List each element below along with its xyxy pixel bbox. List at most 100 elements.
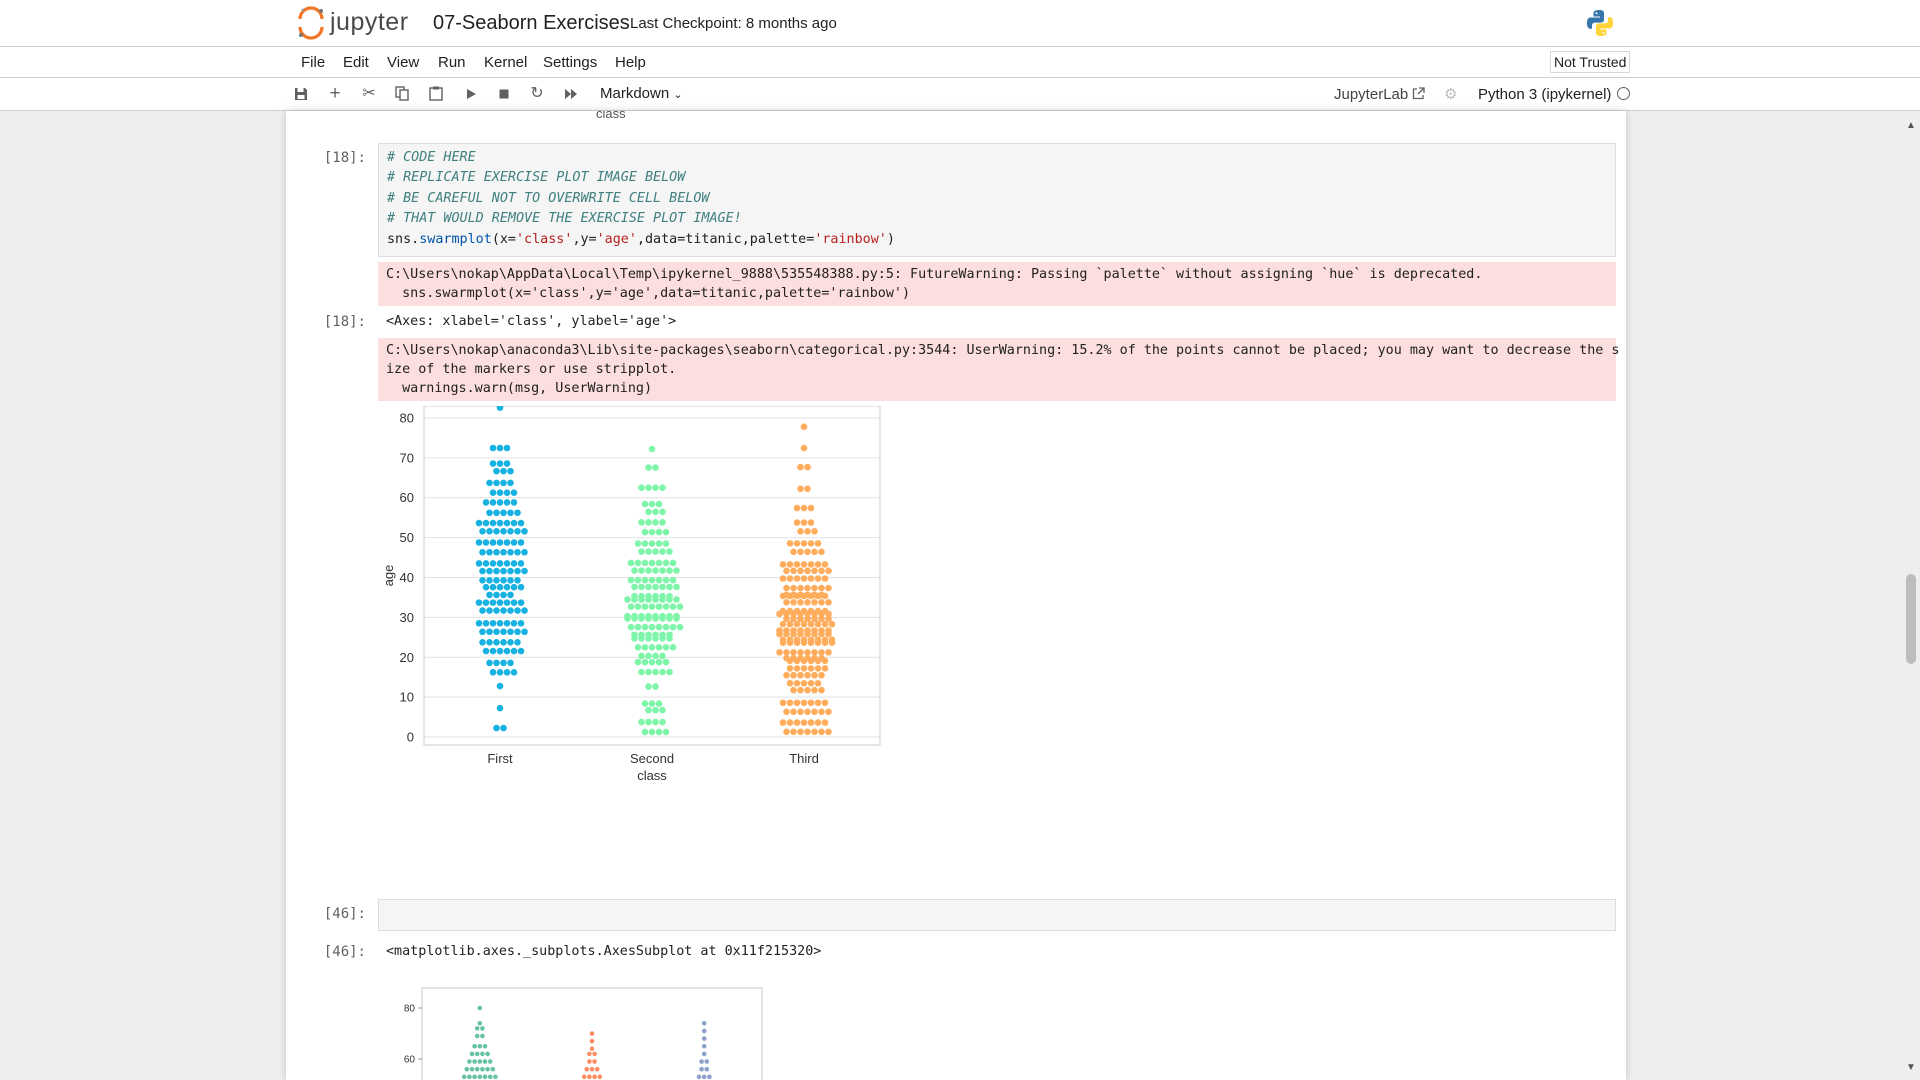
swarm-point — [701, 1043, 707, 1049]
swarm-point — [503, 460, 511, 467]
swarm-point — [779, 719, 787, 726]
swarm-point — [786, 719, 794, 726]
fast-forward-icon[interactable] — [561, 84, 581, 104]
previous-plot-xlabel: class — [596, 111, 626, 121]
swarm-point — [477, 1074, 483, 1080]
scrollbar-thumb[interactable] — [1906, 574, 1916, 664]
swarm-point — [797, 548, 804, 556]
swarm-point — [804, 463, 811, 471]
swarm-point — [589, 1046, 595, 1052]
swarm-point — [652, 567, 659, 574]
menu-kernel[interactable]: Kernel — [484, 54, 528, 71]
menu-help[interactable]: Help — [615, 54, 646, 71]
swarm-point — [673, 583, 680, 591]
swarm-point — [666, 668, 673, 676]
swarm-point — [496, 519, 504, 527]
swarm-point — [814, 561, 822, 568]
swarm-point — [797, 615, 804, 623]
paste-icon[interactable] — [426, 84, 446, 104]
menu-run[interactable]: Run — [438, 54, 466, 71]
swarm-point — [793, 504, 801, 512]
code-cell-18[interactable]: # CODE HERE # REPLICATE EXERCISE PLOT IM… — [378, 143, 1616, 257]
swarm-point — [783, 649, 790, 656]
swarm-point — [811, 627, 818, 634]
swarm-point — [645, 567, 652, 574]
swarm-point — [477, 1005, 483, 1011]
swarm-point — [514, 607, 521, 614]
warning-line: sns.swarmplot(x='class',y='age',data=tit… — [386, 286, 911, 301]
stop-icon[interactable] — [494, 84, 514, 104]
scroll-up-arrow-icon[interactable]: ▲ — [1906, 120, 1916, 131]
swarm-point — [779, 620, 787, 628]
swarm-point — [797, 567, 804, 575]
swarm-point — [804, 615, 811, 623]
swarm-point — [786, 657, 794, 665]
swarm-point — [652, 548, 659, 555]
cut-icon[interactable]: ✂ — [362, 85, 376, 102]
swarm-point — [818, 548, 825, 556]
save-icon[interactable] — [291, 84, 311, 104]
swarm-point — [659, 583, 666, 591]
swarm-point — [786, 636, 794, 644]
add-icon[interactable]: + — [329, 83, 341, 104]
swarm-point — [475, 619, 483, 627]
swarm-point — [786, 540, 794, 547]
swarm-point — [469, 1051, 475, 1057]
swarm-point — [818, 649, 825, 656]
swarm-point — [818, 567, 825, 575]
swarm-point — [517, 583, 525, 591]
menu-settings[interactable]: Settings — [543, 54, 598, 71]
swarm-point — [648, 658, 656, 666]
restart-icon[interactable]: ↻ — [530, 85, 544, 102]
swarm-point — [783, 584, 790, 592]
swarm-point — [673, 612, 680, 620]
swarm-point — [641, 528, 649, 536]
menu-edit[interactable]: Edit — [343, 54, 369, 71]
swarm-point — [659, 718, 666, 726]
menu-file[interactable]: File — [301, 54, 326, 71]
swarm-point — [652, 706, 659, 714]
swarm-point — [652, 683, 659, 690]
swarm-point — [648, 728, 656, 736]
swarm-point — [493, 607, 500, 614]
swarm-point — [807, 607, 815, 615]
swarm-point — [486, 509, 493, 517]
swarm-point — [818, 686, 825, 694]
swarm-point — [652, 519, 659, 526]
swarm-point — [479, 628, 486, 636]
cell-type-select[interactable]: Markdown ⌄ — [600, 85, 683, 102]
swarm-point — [493, 479, 500, 487]
code-cell-46[interactable] — [378, 899, 1616, 931]
trust-status-button[interactable]: Not Trusted — [1550, 51, 1631, 73]
swarm-point — [814, 575, 822, 582]
swarm-point — [793, 636, 801, 644]
swarm-point — [807, 665, 815, 672]
swarm-point — [797, 584, 804, 592]
warning-line: C:\Users\nokap\AppData\Local\Temp\ipyker… — [386, 267, 1483, 282]
swarm-point — [503, 647, 511, 655]
swarm-point — [514, 638, 521, 646]
run-icon[interactable] — [461, 84, 481, 104]
swarm-point — [811, 584, 818, 592]
swarm-point — [493, 1074, 498, 1080]
swarm-point — [467, 1059, 472, 1064]
swarm-point — [793, 561, 801, 568]
swarm-point — [638, 484, 645, 491]
swarm-point — [489, 583, 497, 591]
gear-icon[interactable]: ⚙ — [1444, 86, 1458, 103]
kernel-name[interactable]: Python 3 (ipykernel) — [1478, 86, 1612, 103]
jupyter-logo[interactable]: jupyter — [296, 6, 408, 40]
jupyter-logo-icon — [298, 6, 324, 40]
scroll-down-arrow-icon[interactable]: ▼ — [1906, 1062, 1916, 1073]
copy-icon[interactable] — [392, 84, 412, 104]
notebook-name[interactable]: 07-Seaborn Exercises — [433, 12, 630, 34]
swarm-point — [493, 638, 500, 646]
menu-view[interactable]: View — [387, 54, 420, 71]
swarm-point — [828, 620, 836, 628]
swarm-point — [472, 1059, 477, 1064]
jupyterlab-link[interactable]: JupyterLab — [1334, 86, 1426, 103]
swarm-point — [514, 628, 521, 636]
swarm-point — [500, 638, 507, 646]
swarm-point — [487, 1074, 493, 1080]
swarm-point — [800, 519, 808, 526]
